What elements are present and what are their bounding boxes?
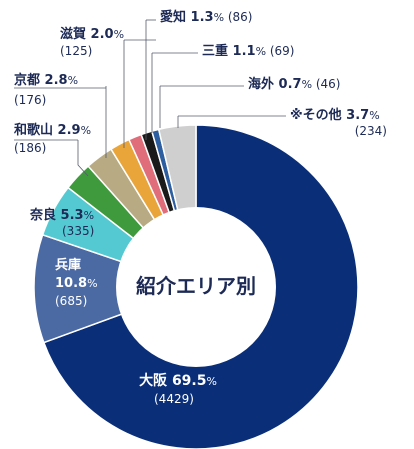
slice-count-0: (4429) (154, 392, 194, 406)
slice-unit-8: % (302, 78, 312, 91)
slice-count-1: (685) (55, 294, 87, 308)
slice-label-4: 京都 2.8% (14, 72, 78, 88)
slice-name-5: 滋賀 (60, 26, 91, 42)
slice-unit-2: % (84, 209, 94, 222)
donut-hole (116, 207, 276, 367)
slice-label-8: 海外 0.7% (46) (248, 76, 340, 92)
slice-unit-1: % (87, 277, 97, 290)
slice-label-0: 大阪 69.5% (139, 372, 217, 389)
slice-label-1: 10.8% (55, 276, 98, 291)
slice-percent-5: 2.0 (91, 27, 114, 42)
slice-name-2: 奈良 (29, 207, 61, 223)
pie-slice-1 (33, 233, 199, 344)
slice-unit-6: % (214, 11, 224, 24)
slice-percent-1: 10.8 (55, 276, 87, 291)
slice-name-4: 京都 (14, 72, 45, 88)
slice-unit-0: % (206, 375, 216, 388)
slice-label-7: 三重 1.1% (69) (202, 43, 294, 59)
slice-name-9: ※その他 (290, 107, 346, 123)
slice-percent-9: 3.7 (346, 108, 369, 123)
slice-unit-4: % (68, 74, 78, 87)
slice-percent-2: 5.3 (61, 208, 84, 223)
slice-name-0: 大阪 (139, 372, 172, 389)
slice-name-6: 愛知 (160, 9, 191, 25)
slice-unit-3: % (81, 124, 91, 137)
slice-unit-9: % (369, 109, 379, 122)
slice-count-2: (335) (62, 224, 94, 238)
slice-percent-6: 1.3 (191, 10, 214, 25)
slice-percent-4: 2.8 (45, 73, 68, 88)
slice-count-6: (86) (224, 10, 252, 24)
leader-lines (14, 19, 286, 177)
slice-label-5: 滋賀 2.0% (60, 26, 124, 42)
slice-count-7: (69) (266, 44, 294, 58)
slice-name-7: 三重 (202, 43, 233, 59)
slice-count-3: (186) (14, 141, 46, 155)
slice-unit-5: % (114, 28, 124, 41)
slice-label-2: 奈良 5.3% (29, 207, 94, 223)
leader-line-3 (77, 140, 89, 177)
slice-label-9: ※その他 3.7% (290, 107, 380, 123)
slice-name-1: 兵庫 (55, 257, 81, 273)
slice-count-4: (176) (14, 93, 46, 107)
slice-unit-7: % (256, 45, 266, 58)
chart-title: 紹介エリア別 (136, 274, 256, 298)
slice-percent-3: 2.9 (58, 123, 81, 138)
slice-percent-0: 69.5 (172, 373, 207, 389)
slice-percent-8: 0.7 (279, 77, 302, 92)
slice-name-3: 和歌山 (14, 122, 58, 138)
slice-count-8: (46) (312, 77, 340, 91)
slice-count-5: (125) (60, 44, 92, 58)
slice-label-6: 愛知 1.3% (86) (160, 9, 252, 25)
slice-count-9: (234) (355, 124, 387, 138)
slice-percent-7: 1.1 (233, 44, 256, 59)
slice-name-8: 海外 (248, 76, 279, 92)
slice-label-3: 和歌山 2.9% (14, 122, 91, 138)
